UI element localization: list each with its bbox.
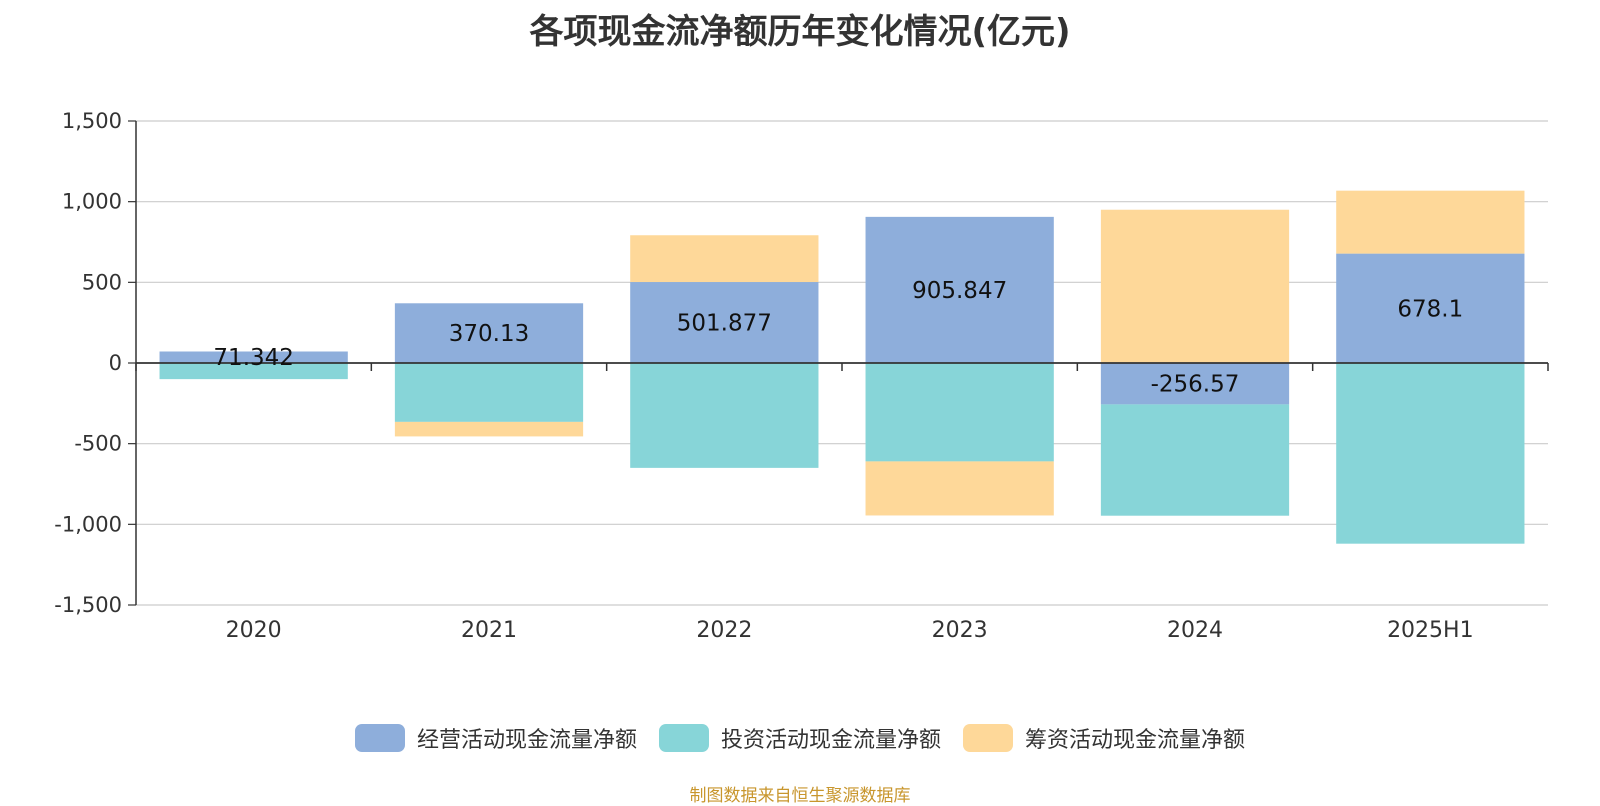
chart-title: 各项现金流净额历年变化情况(亿元) [529,12,1071,52]
bar-series1-2021 [394,363,584,422]
data-label: -256.57 [1151,372,1240,398]
y-tick-label: -1,500 [54,593,122,617]
x-tick-label: 2025H1 [1387,618,1474,643]
legend-item-financing[interactable]: 筹资活动现金流量净额 [963,722,1245,754]
y-tick-label: 0 [109,351,122,375]
x-tick-label: 2024 [1167,618,1223,643]
legend-label-operating: 经营活动现金流量净额 [416,728,637,753]
legend-swatch-investing [658,724,709,752]
bar-series1-2020 [159,363,348,380]
bar-series0-2024 [1100,363,1290,405]
data-label: 71.342 [213,345,293,371]
legend-swatch-financing [963,724,1013,752]
bar-series0-2022 [630,282,819,363]
legend-label-investing: 投资活动现金流量净额 [720,728,941,753]
y-tick-label: 500 [82,270,122,294]
bar-series2-2025H1 [1336,190,1525,254]
legend-item-operating[interactable]: 经营活动现金流量净额 [354,722,637,754]
y-tick-label: 1,500 [62,109,122,133]
y-tick-label: -500 [74,432,122,456]
x-tick-label: 2020 [226,618,282,643]
bar-series2-2024 [1100,209,1290,363]
bar-series1-2022 [630,363,819,468]
legend-item-investing[interactable]: 投资活动现金流量净额 [658,722,941,754]
source-note: 制图数据来自恒生聚源数据库 [689,786,911,806]
bar-series1-2024 [1100,404,1290,516]
bar-series2-2021 [394,421,584,437]
bar-series2-2022 [630,235,819,283]
y-tick-label: 1,000 [62,190,122,214]
legend: 经营活动现金流量净额 投资活动现金流量净额 筹资活动现金流量净额 [0,722,1600,754]
bar-series0-2021 [394,303,584,363]
x-tick-label: 2021 [461,618,517,643]
bar-series0-2025H1 [1336,253,1525,363]
bar-series1-2025H1 [1336,363,1525,544]
legend-label-financing: 筹资活动现金流量净额 [1025,728,1246,753]
x-tick-label: 2022 [696,618,752,643]
data-label: 501.877 [677,311,772,337]
x-tick-label: 2023 [932,618,988,643]
y-tick-label: -1,000 [54,512,122,536]
bar-series0-2020 [159,351,348,363]
bar-series2-2023 [865,461,1054,516]
legend-swatch-operating [354,724,405,752]
bar-series1-2023 [865,363,1054,462]
data-label: 370.13 [449,321,529,347]
data-label: 678.1 [1397,296,1463,322]
data-label: 905.847 [912,278,1007,304]
bar-series0-2023 [865,216,1054,363]
